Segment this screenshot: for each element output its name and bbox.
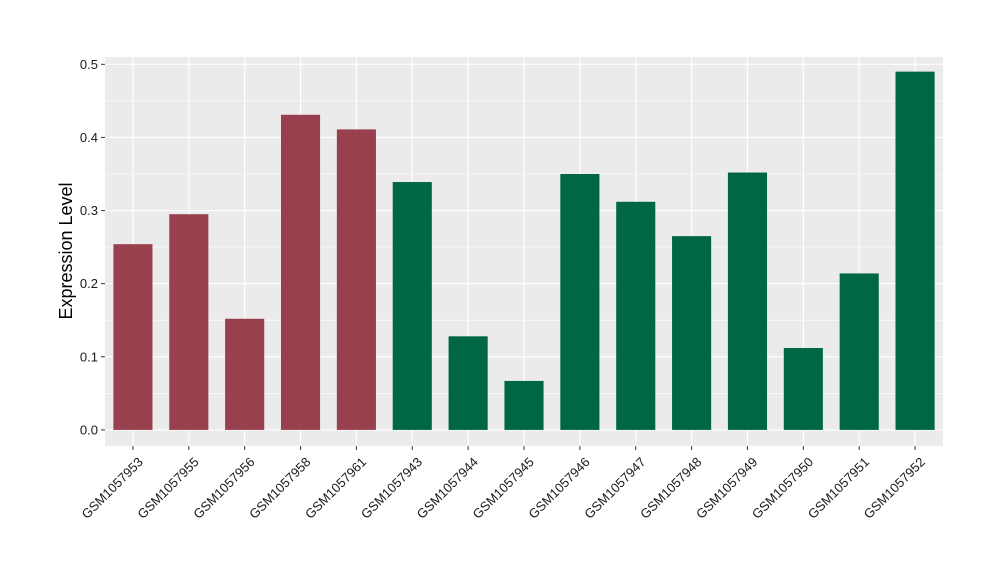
bar xyxy=(280,114,321,430)
y-axis-title: Expression Level xyxy=(56,182,76,319)
bar xyxy=(225,318,265,430)
bar xyxy=(113,244,153,430)
bar xyxy=(392,182,432,430)
bar xyxy=(839,273,879,430)
y-axis-ticks: 0.0 0.1 0.2 0.3 0.4 0.5 xyxy=(80,57,105,437)
bar xyxy=(448,336,488,430)
y-tick-label: 0.5 xyxy=(80,57,98,72)
bar xyxy=(895,71,935,430)
y-tick-label: 0.0 xyxy=(80,422,98,437)
bar xyxy=(336,129,376,430)
y-tick-label: 0.3 xyxy=(80,203,98,218)
y-tick-label: 0.1 xyxy=(80,349,98,364)
bar xyxy=(169,214,209,430)
bar xyxy=(616,201,656,430)
y-tick-label: 0.4 xyxy=(80,130,98,145)
bar xyxy=(672,236,712,430)
bar xyxy=(560,173,600,430)
bar xyxy=(727,172,768,430)
bar xyxy=(504,380,544,430)
x-axis-ticks: GSM1057953GSM1057955GSM1057956GSM1057958… xyxy=(78,446,928,522)
bars xyxy=(113,71,935,430)
bar xyxy=(783,348,823,430)
y-tick-label: 0.2 xyxy=(80,276,98,291)
